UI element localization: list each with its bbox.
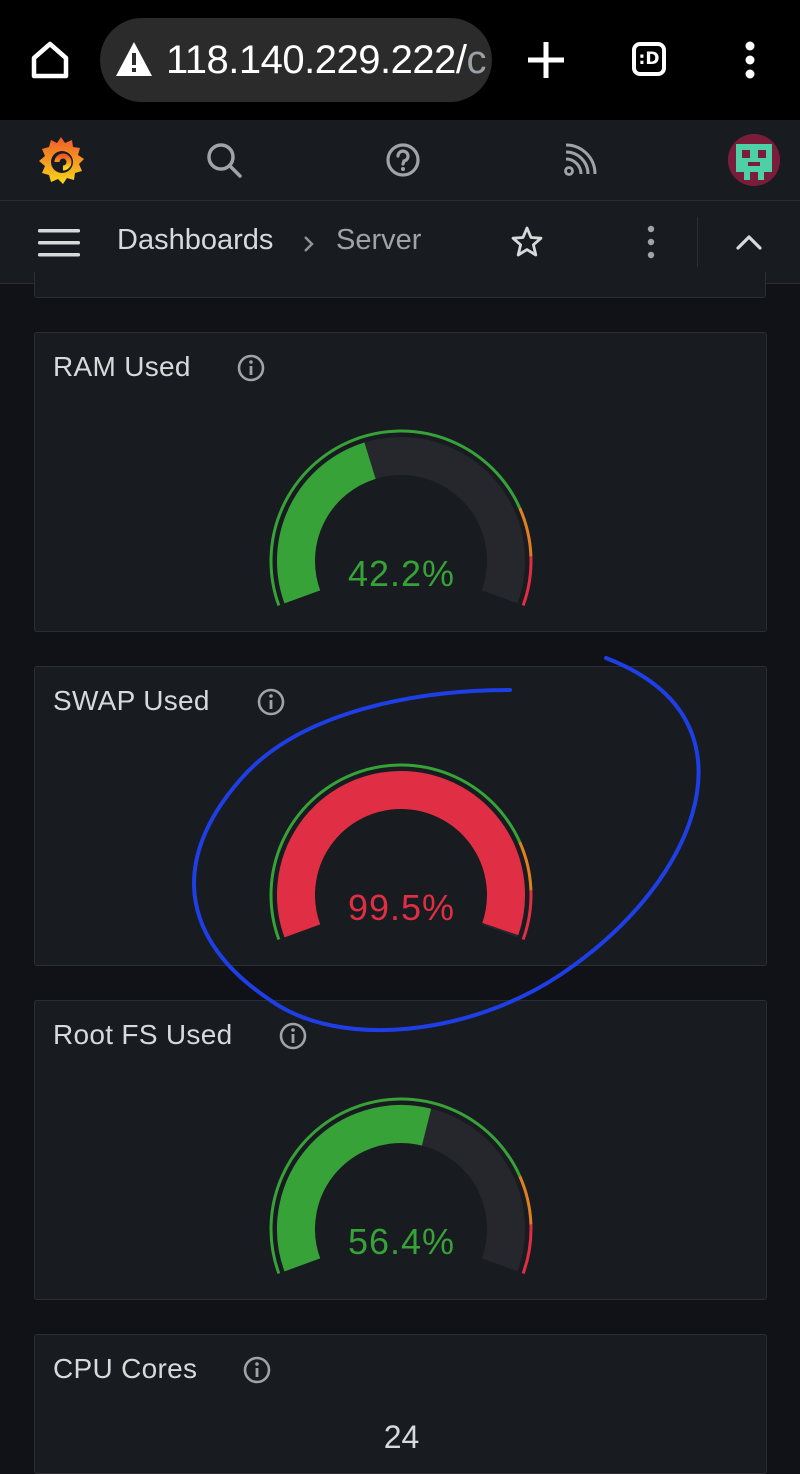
breadcrumb-current-page: Server — [336, 224, 422, 256]
threshold-band-critical — [521, 1224, 533, 1274]
threshold-band-ok — [269, 1097, 522, 1274]
gauge-ram-used — [269, 429, 533, 606]
grafana-logo-icon[interactable] — [36, 134, 86, 186]
gauge-value: 42.2% — [347, 553, 456, 594]
stat-value: 24 — [383, 1419, 420, 1455]
chevron-right-icon — [304, 236, 314, 252]
threshold-band-warn — [518, 507, 533, 557]
tab-switcher-button[interactable]: :D — [632, 42, 666, 76]
threshold-band-warn — [518, 1175, 533, 1225]
user-avatar[interactable] — [728, 134, 780, 186]
chevron-up-icon[interactable] — [735, 231, 763, 253]
not-secure-warning-icon[interactable] — [114, 40, 154, 78]
gauge-root-fs-used — [269, 1097, 533, 1274]
previous-panel-bottom — [34, 272, 766, 298]
gauge-value-arc — [277, 1105, 432, 1272]
new-tab-icon[interactable] — [526, 40, 566, 80]
search-icon[interactable] — [204, 140, 244, 180]
avatar-identicon-icon — [728, 134, 780, 186]
divider — [697, 217, 698, 267]
gauge-value: 56.4% — [347, 1221, 456, 1262]
browser-menu-icon[interactable] — [740, 40, 760, 80]
home-icon[interactable] — [28, 38, 72, 82]
threshold-band-critical — [521, 556, 533, 606]
info-icon[interactable] — [236, 353, 266, 383]
url-text[interactable]: 118.140.229.222/c — [166, 38, 486, 82]
panel-title: CPU Cores — [53, 1353, 198, 1384]
info-icon[interactable] — [242, 1355, 272, 1385]
breadcrumb-dashboards-link[interactable]: Dashboards — [117, 224, 274, 256]
panel-title: SWAP Used — [53, 685, 210, 716]
gauge-value: 99.5% — [347, 887, 456, 928]
grafana-top-nav — [0, 120, 800, 201]
browser-toolbar: 118.140.229.222/c :D — [0, 0, 800, 120]
breadcrumb-bar: Dashboards Server — [0, 201, 800, 284]
panel-cpu-cores: CPU Cores 24 — [34, 1334, 767, 1474]
panel-swap-used: SWAP Used 99.5% — [34, 666, 767, 966]
panel-root-fs-used: Root FS Used 56.4% — [34, 1000, 767, 1300]
help-icon[interactable] — [383, 140, 423, 180]
address-bar[interactable]: 118.140.229.222/c — [100, 18, 492, 102]
menu-hamburger-icon[interactable] — [38, 229, 80, 257]
more-options-icon[interactable] — [641, 224, 661, 260]
gauge-value-arc — [277, 442, 377, 604]
panel-ram-used: RAM Used 42.2% — [34, 332, 767, 632]
news-rss-icon[interactable] — [560, 140, 600, 180]
panel-title: RAM Used — [53, 351, 191, 382]
threshold-band-ok — [269, 429, 522, 606]
star-favorite-icon[interactable] — [510, 225, 544, 259]
